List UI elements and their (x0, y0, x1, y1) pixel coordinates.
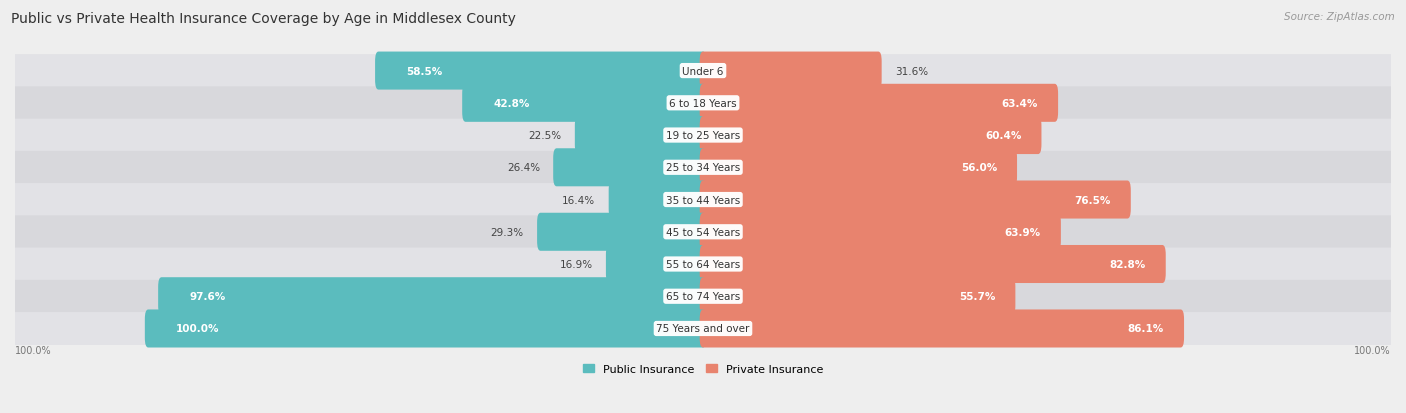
Text: 55 to 64 Years: 55 to 64 Years (666, 259, 740, 269)
FancyBboxPatch shape (700, 181, 1130, 219)
FancyBboxPatch shape (15, 216, 1391, 249)
FancyBboxPatch shape (157, 278, 706, 316)
FancyBboxPatch shape (15, 55, 1391, 88)
FancyBboxPatch shape (537, 213, 706, 251)
Text: Public vs Private Health Insurance Coverage by Age in Middlesex County: Public vs Private Health Insurance Cover… (11, 12, 516, 26)
FancyBboxPatch shape (609, 181, 706, 219)
FancyBboxPatch shape (700, 213, 1062, 251)
Text: 60.4%: 60.4% (986, 131, 1022, 141)
Text: Source: ZipAtlas.com: Source: ZipAtlas.com (1284, 12, 1395, 22)
Text: 76.5%: 76.5% (1074, 195, 1111, 205)
Text: 19 to 25 Years: 19 to 25 Years (666, 131, 740, 141)
Text: 26.4%: 26.4% (506, 163, 540, 173)
Text: 100.0%: 100.0% (1354, 345, 1391, 355)
FancyBboxPatch shape (700, 310, 1184, 348)
Text: 16.4%: 16.4% (562, 195, 595, 205)
FancyBboxPatch shape (15, 87, 1391, 120)
FancyBboxPatch shape (375, 52, 706, 90)
Text: 100.0%: 100.0% (176, 324, 219, 334)
Text: 82.8%: 82.8% (1109, 259, 1146, 269)
FancyBboxPatch shape (15, 119, 1391, 152)
Text: 42.8%: 42.8% (494, 99, 530, 109)
FancyBboxPatch shape (700, 52, 882, 90)
FancyBboxPatch shape (700, 149, 1017, 187)
Text: 86.1%: 86.1% (1128, 324, 1164, 334)
FancyBboxPatch shape (606, 245, 706, 283)
FancyBboxPatch shape (145, 310, 706, 348)
FancyBboxPatch shape (15, 184, 1391, 216)
FancyBboxPatch shape (700, 245, 1166, 283)
Text: 55.7%: 55.7% (959, 292, 995, 301)
Legend: Public Insurance, Private Insurance: Public Insurance, Private Insurance (583, 364, 823, 374)
Text: 22.5%: 22.5% (529, 131, 561, 141)
Text: 25 to 34 Years: 25 to 34 Years (666, 163, 740, 173)
Text: Under 6: Under 6 (682, 66, 724, 76)
FancyBboxPatch shape (575, 117, 706, 155)
FancyBboxPatch shape (700, 85, 1059, 123)
Text: 75 Years and over: 75 Years and over (657, 324, 749, 334)
Text: 6 to 18 Years: 6 to 18 Years (669, 99, 737, 109)
Text: 16.9%: 16.9% (560, 259, 592, 269)
FancyBboxPatch shape (15, 280, 1391, 313)
Text: 56.0%: 56.0% (960, 163, 997, 173)
Text: 100.0%: 100.0% (15, 345, 52, 355)
Text: 97.6%: 97.6% (190, 292, 225, 301)
FancyBboxPatch shape (700, 278, 1015, 316)
FancyBboxPatch shape (15, 248, 1391, 281)
FancyBboxPatch shape (15, 152, 1391, 184)
Text: 29.3%: 29.3% (491, 227, 524, 237)
Text: 65 to 74 Years: 65 to 74 Years (666, 292, 740, 301)
FancyBboxPatch shape (15, 312, 1391, 345)
Text: 63.9%: 63.9% (1005, 227, 1040, 237)
Text: 35 to 44 Years: 35 to 44 Years (666, 195, 740, 205)
Text: 63.4%: 63.4% (1001, 99, 1038, 109)
FancyBboxPatch shape (700, 117, 1042, 155)
Text: 45 to 54 Years: 45 to 54 Years (666, 227, 740, 237)
Text: 31.6%: 31.6% (896, 66, 928, 76)
Text: 58.5%: 58.5% (406, 66, 443, 76)
FancyBboxPatch shape (463, 85, 706, 123)
FancyBboxPatch shape (553, 149, 706, 187)
